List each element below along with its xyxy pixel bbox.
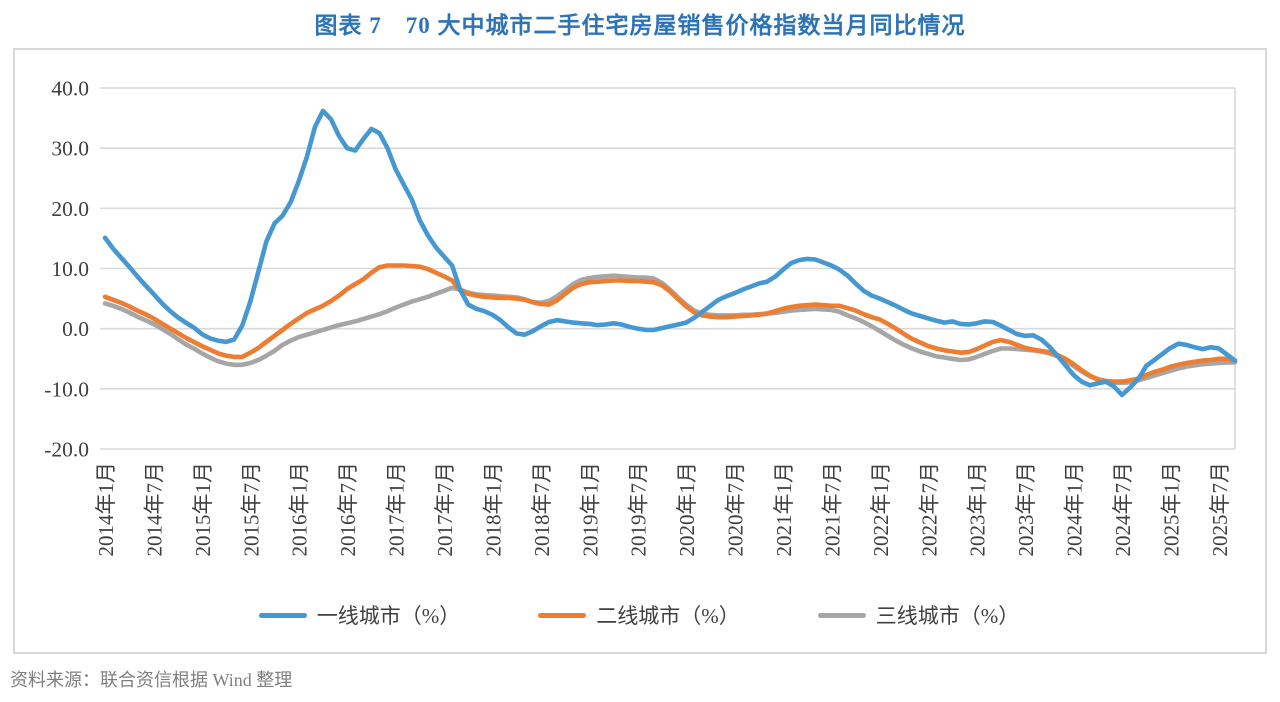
legend-item-tier1: 一线城市（%） (258, 600, 461, 630)
x-tick-label: 2014年1月 (94, 462, 118, 557)
tier3-line-swatch-icon (817, 612, 866, 618)
y-tick-label: 40.0 (51, 77, 89, 101)
x-tick-label: 2017年1月 (385, 462, 409, 557)
x-tick-label: 2024年1月 (1063, 462, 1087, 557)
chart-container: 40.0 30.0 20.0 10.0 0.0 -10.0 -20.0 2014年1月 2014… (13, 48, 1267, 654)
legend-item-tier2: 二线城市（%） (538, 600, 740, 630)
x-tick-label: 2018年7月 (530, 462, 554, 557)
legend-label-tier2: 二线城市（%） (596, 604, 740, 628)
y-tick-label: 0.0 (62, 317, 89, 341)
x-tick-label: 2025年7月 (1208, 462, 1232, 557)
legend-label-tier1: 一线城市（%） (316, 604, 461, 628)
x-tick-label: 2023年7月 (1014, 462, 1038, 557)
y-tick-label: 20.0 (51, 197, 89, 221)
tier2-line-swatch-icon (538, 612, 587, 618)
y-tick-label: -10.0 (44, 377, 89, 401)
y-tick-label: 10.0 (51, 257, 89, 281)
x-tick-label: 2015年7月 (239, 462, 263, 557)
x-tick-label: 2016年7月 (336, 462, 360, 557)
series-line-2 (102, 263, 1238, 384)
tier1-line-swatch-icon (258, 612, 307, 618)
x-tick-label: 2018年1月 (481, 462, 505, 557)
x-tick-label: 2016年1月 (288, 462, 312, 557)
x-tick-label: 2023年1月 (966, 462, 990, 557)
x-tick-label: 2022年1月 (869, 462, 893, 557)
series-line-1 (102, 108, 1238, 398)
legend-item-tier3: 三线城市（%） (817, 600, 1020, 630)
source-note: 资料来源：联合资信根据 Wind 整理 (10, 670, 293, 690)
legend: 一线城市（%） 二线城市（%） 三线城市（%） (15, 600, 1263, 630)
x-tick-label: 2025年1月 (1159, 462, 1183, 557)
x-tick-label: 2024年7月 (1111, 462, 1135, 557)
x-tick-label: 2015年1月 (191, 462, 215, 557)
x-tick-label: 2017年7月 (433, 462, 457, 557)
legend-label-tier3: 三线城市（%） (875, 604, 1020, 628)
x-tick-label: 2019年1月 (578, 462, 602, 557)
y-tick-label: 30.0 (51, 137, 89, 161)
x-tick-label: 2020年1月 (675, 462, 699, 557)
x-tick-label: 2021年1月 (772, 462, 796, 557)
x-tick-label: 2019年7月 (627, 462, 651, 557)
x-tick-label: 2021年7月 (820, 462, 844, 557)
x-tick-label: 2014年7月 (142, 462, 166, 557)
x-tick-label: 2022年7月 (917, 462, 941, 557)
x-tick-label: 2020年7月 (724, 462, 748, 557)
page-title: 图表 7 70 大中城市二手住宅房屋销售价格指数当月同比情况 (314, 13, 966, 38)
y-tick-label: -20.0 (44, 438, 89, 462)
